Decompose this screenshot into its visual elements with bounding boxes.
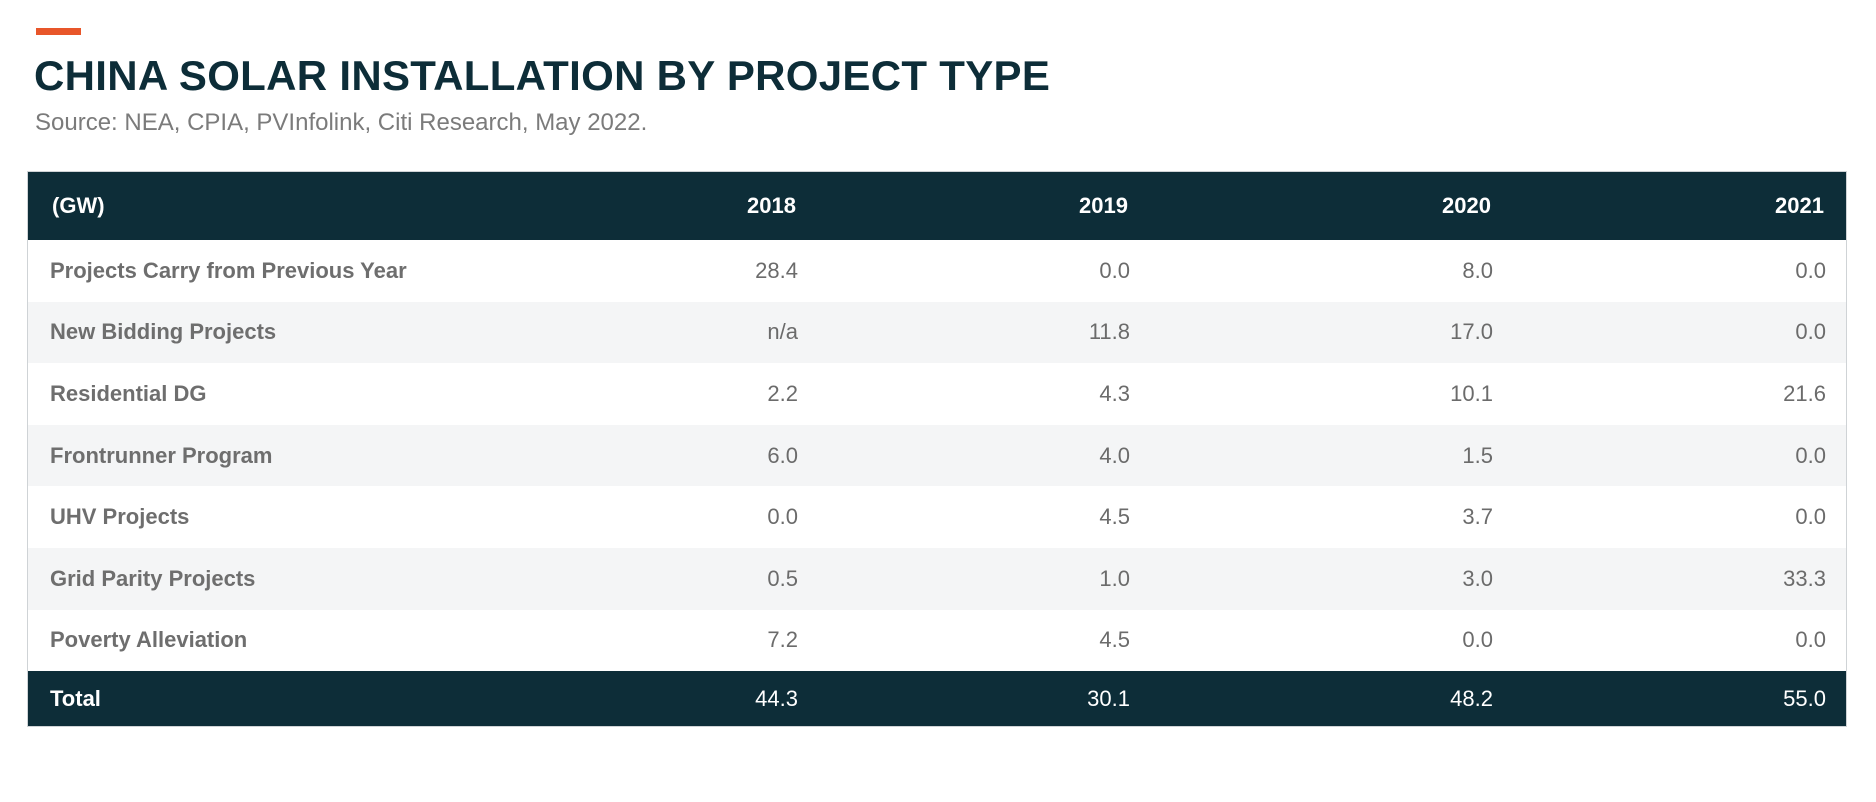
cell-2021: 0.0	[1795, 504, 1826, 530]
cell-2019: 4.5	[1099, 627, 1130, 653]
cell-2021: 33.3	[1783, 565, 1826, 591]
accent-bar	[36, 28, 81, 35]
row-label: Grid Parity Projects	[50, 565, 256, 591]
table-header: (GW) 2018 2019 2020 2021	[28, 172, 1846, 240]
table-row: Frontrunner Program 6.0 4.0 1.5 0.0	[28, 424, 1846, 487]
cell-2020: 3.7	[1462, 504, 1493, 530]
header-unit: (GW)	[52, 193, 105, 218]
page-title: CHINA SOLAR INSTALLATION BY PROJECT TYPE	[34, 52, 1051, 99]
solar-installation-table: (GW) 2018 2019 2020 2021 Projects Carry …	[28, 172, 1846, 727]
table-row: Projects Carry from Previous Year 28.4 0…	[28, 240, 1846, 302]
row-label: New Bidding Projects	[50, 319, 277, 345]
row-label: UHV Projects	[50, 504, 190, 530]
total-2021: 55.0	[1783, 685, 1826, 711]
cell-2021: 0.0	[1795, 627, 1826, 653]
cell-2021: 0.0	[1795, 319, 1826, 345]
header-row: (GW) 2018 2019 2020 2021	[28, 172, 1846, 240]
table-body: Projects Carry from Previous Year 28.4 0…	[28, 240, 1846, 672]
cell-2018: 0.5	[767, 565, 798, 591]
cell-2019: 0.0	[1099, 257, 1130, 283]
cell-2019: 4.3	[1099, 380, 1130, 406]
table-row: Grid Parity Projects 0.5 1.0 3.0 33.3	[28, 547, 1846, 610]
cell-2018: 7.2	[767, 627, 798, 653]
cell-2020: 8.0	[1462, 257, 1493, 283]
cell-2020: 1.5	[1462, 442, 1493, 468]
total-2019: 30.1	[1087, 685, 1130, 711]
table-footer: Total 44.3 30.1 48.2 55.0	[28, 671, 1846, 727]
total-2020: 48.2	[1450, 685, 1493, 711]
cell-2018: 0.0	[767, 504, 798, 530]
cell-2021: 0.0	[1795, 257, 1826, 283]
cell-2018: 2.2	[767, 380, 798, 406]
cell-2018: n/a	[767, 319, 798, 345]
table-row: New Bidding Projects n/a 11.8 17.0 0.0	[28, 301, 1846, 364]
data-table-container: (GW) 2018 2019 2020 2021 Projects Carry …	[27, 171, 1847, 728]
table-row: Residential DG 2.2 4.3 10.1 21.6	[28, 363, 1846, 425]
row-label: Projects Carry from Previous Year	[50, 257, 407, 283]
cell-2021: 0.0	[1795, 442, 1826, 468]
cell-2021: 21.6	[1783, 380, 1826, 406]
total-2018: 44.3	[755, 685, 798, 711]
header-2019: 2019	[1079, 193, 1128, 218]
cell-2020: 17.0	[1450, 319, 1493, 345]
cell-2019: 11.8	[1088, 319, 1130, 345]
cell-2020: 0.0	[1462, 627, 1493, 653]
table-row: UHV Projects 0.0 4.5 3.7 0.0	[28, 486, 1846, 548]
total-row: Total 44.3 30.1 48.2 55.0	[28, 671, 1846, 727]
row-label: Poverty Alleviation	[50, 627, 248, 653]
source-note: Source: NEA, CPIA, PVInfolink, Citi Rese…	[35, 109, 648, 136]
header-2021: 2021	[1775, 193, 1824, 218]
cell-2018: 28.4	[755, 257, 798, 283]
cell-2019: 4.5	[1099, 504, 1130, 530]
total-label: Total	[50, 685, 101, 711]
row-label: Residential DG	[50, 380, 207, 406]
header-2018: 2018	[747, 193, 796, 218]
cell-2020: 3.0	[1462, 565, 1493, 591]
cell-2019: 4.0	[1099, 442, 1130, 468]
cell-2020: 10.1	[1450, 380, 1493, 406]
table-row: Poverty Alleviation 7.2 4.5 0.0 0.0	[28, 609, 1846, 672]
row-label: Frontrunner Program	[50, 442, 273, 468]
header-2020: 2020	[1442, 193, 1491, 218]
cell-2019: 1.0	[1099, 565, 1130, 591]
cell-2018: 6.0	[767, 442, 798, 468]
